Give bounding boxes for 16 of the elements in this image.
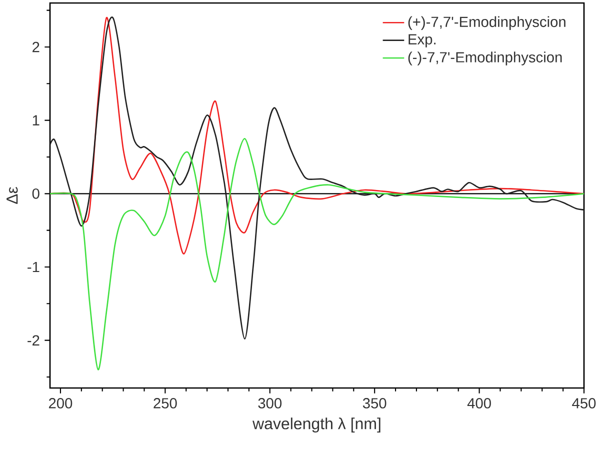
x-tick-label: 250 (154, 398, 177, 408)
y-tick-label: 2 (32, 42, 40, 52)
x-tick-label: 350 (362, 398, 386, 408)
legend-label: Exp. (408, 34, 436, 48)
legend-label: (+)-7,7'-Emodinphyscion (408, 16, 566, 30)
x-axis-title: wavelength λ [nm] (252, 418, 380, 432)
x-tick-label: 300 (258, 398, 282, 408)
y-tick-label: -1 (28, 262, 40, 272)
y-tick-label: -2 (28, 335, 40, 346)
x-tick-label: 450 (572, 398, 596, 408)
y-tick-label: 1 (32, 115, 40, 126)
y-axis-title: Δε (6, 186, 18, 204)
x-tick-label: 400 (467, 398, 491, 408)
x-tick-label: 200 (48, 398, 72, 408)
legend-label: (-)-7,7'-Emodinphyscion (408, 52, 562, 66)
y-tick-label: 0 (32, 188, 40, 199)
